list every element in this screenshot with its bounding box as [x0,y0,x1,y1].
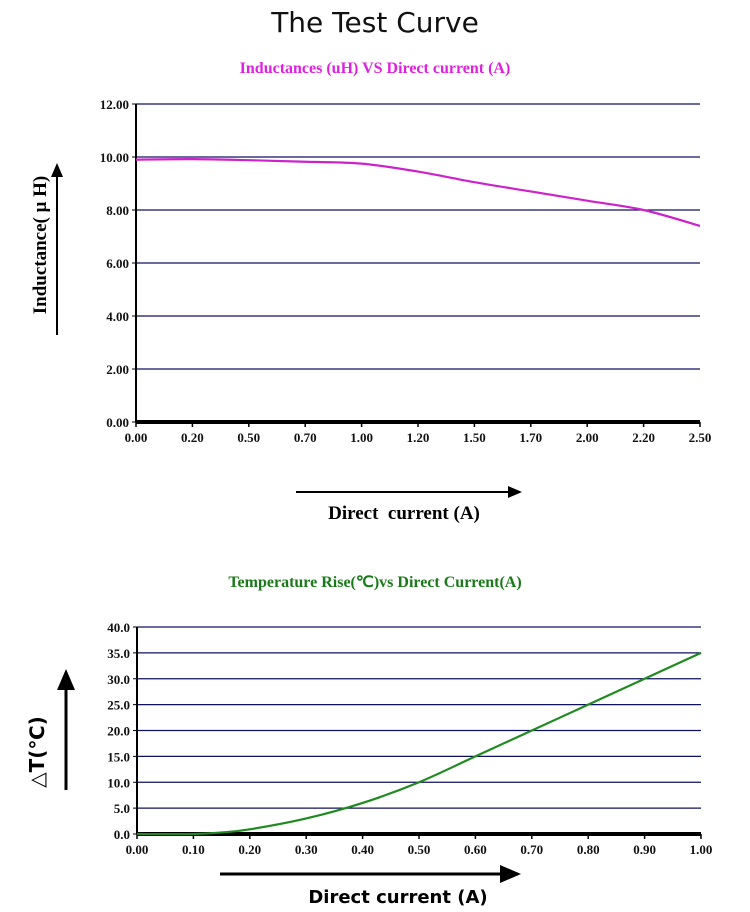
x-tick-label: 1.50 [463,430,486,445]
x-tick-label: 1.70 [519,430,542,445]
x-tick-label: 0.10 [182,842,205,857]
series-line [135,158,701,227]
x-tick-label: 0.00 [126,842,149,857]
y-tick-label: 15.0 [107,749,130,764]
chart1-title: Inductances (uH) VS Direct current (A) [239,60,511,77]
x-tick-label: 1.20 [407,430,430,445]
x-tick-label: 2.50 [689,430,712,445]
x-tick-label: 0.00 [125,430,148,445]
page-title: The Test Curve [271,6,479,39]
series-line [136,651,702,836]
y-tick-label: 0.0 [114,827,130,842]
x-tick-label: 2.20 [632,430,655,445]
chart1-ylabel: Inductance( μ H) [30,176,51,315]
x-tick-label: 0.20 [181,430,204,445]
x-tick-label: 2.00 [576,430,599,445]
y-tick-label: 12.00 [100,97,129,112]
y-tick-label: 40.0 [107,620,130,635]
y-tick-label: 0.00 [106,415,129,430]
y-tick-label: 2.00 [106,362,129,377]
x-tick-label: 0.90 [633,842,656,857]
x-tick-label: 1.00 [350,430,373,445]
x-tick-label: 0.40 [351,842,374,857]
y-tick-label: 4.00 [106,309,129,324]
chart1: 0.00 2.00 4.00 6.00 8.00 10.00 12.00 0.00 0.20 0.… [100,97,712,445]
y-tick-label: 8.00 [106,203,129,218]
x-tick-label: 0.70 [520,842,543,857]
x-tick-label: 0.20 [238,842,261,857]
y-tick-label: 5.0 [114,801,130,816]
chart2-xlabel: Direct current (A) [308,887,487,908]
x-tick-label: 0.50 [408,842,431,857]
y-tick-label: 20.0 [107,724,130,739]
x-tick-label: 0.60 [464,842,487,857]
y-tick-label: 6.00 [106,256,129,271]
x-tick-label: 0.80 [577,842,600,857]
y-tick-label: 30.0 [107,672,130,687]
y-tick-label: 10.0 [107,775,130,790]
x-tick-label: 0.70 [294,430,317,445]
chart2-ylabel: △T(℃) [25,716,49,788]
y-tick-label: 25.0 [107,698,130,713]
x-tick-label: 0.50 [237,430,260,445]
chart1-xlabel: Direct current (A) [328,503,480,524]
x-tick-label: 0.30 [295,842,318,857]
chart2: 0.0 5.0 10.0 15.0 20.0 25.0 30.0 35.0 40.0 0.00 0.… [107,620,712,857]
y-tick-label: 10.00 [100,150,129,165]
y-tick-label: 35.0 [107,646,130,661]
x-tick-label: 1.00 [690,842,713,857]
chart2-title: Temperature Rise(℃)vs Direct Current(A) [228,574,522,591]
